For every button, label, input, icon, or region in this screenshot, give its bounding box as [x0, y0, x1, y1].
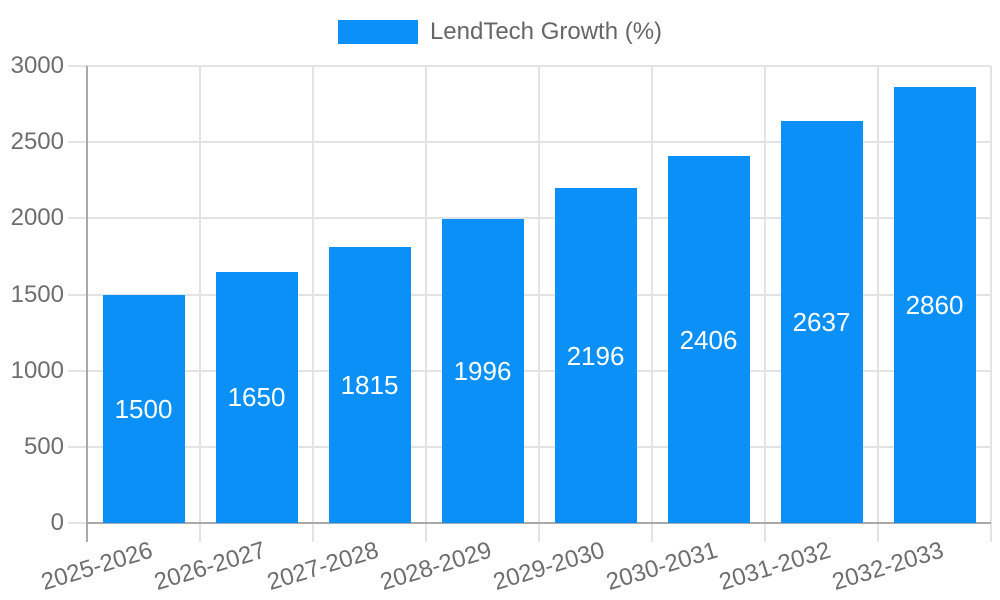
bar [328, 246, 411, 523]
v-gridline [764, 66, 766, 523]
x-tick [199, 523, 201, 542]
legend-label: LendTech Growth (%) [429, 18, 663, 45]
x-tick [990, 523, 992, 542]
y-tick [68, 141, 87, 144]
bar [893, 87, 976, 523]
legend-swatch-icon [337, 20, 418, 44]
y-tick-label: 3000 [10, 52, 64, 79]
bar-value-label: 2196 [566, 340, 625, 371]
x-axis-line [86, 522, 991, 524]
v-gridline [312, 66, 314, 523]
x-tick [538, 523, 540, 542]
v-gridline [651, 66, 653, 523]
x-tick [877, 523, 879, 542]
y-tick-label: 1000 [10, 356, 64, 384]
chart-legend[interactable]: LendTech Growth (%) [0, 18, 1000, 46]
bar-value-label: 1996 [453, 355, 512, 386]
bar [780, 121, 863, 523]
y-tick [68, 65, 87, 67]
y-tick [68, 522, 87, 524]
y-axis-line [86, 66, 88, 542]
x-tick [764, 523, 766, 542]
x-tick [651, 523, 653, 542]
bar [102, 294, 185, 523]
v-gridline [425, 66, 427, 523]
y-tick-label: 500 [23, 432, 64, 460]
y-tick [68, 445, 87, 448]
bar-value-label: 2637 [792, 307, 851, 338]
bar [554, 188, 637, 523]
bar [441, 218, 524, 523]
bar-value-label: 1650 [227, 382, 286, 413]
bar [667, 156, 750, 523]
y-tick [68, 217, 87, 220]
y-tick-label: 0 [50, 509, 64, 536]
v-gridline [990, 66, 992, 523]
y-tick [68, 369, 87, 372]
y-tick-label: 2500 [10, 128, 64, 156]
bar-value-label: 1500 [114, 393, 173, 424]
bar-value-label: 2406 [679, 324, 738, 355]
v-gridline [538, 66, 540, 523]
y-tick [68, 293, 87, 296]
x-tick [425, 523, 427, 542]
bar-value-label: 1815 [340, 369, 399, 400]
v-gridline [199, 66, 201, 523]
y-tick-label: 1500 [10, 280, 64, 308]
y-tick-label: 2000 [10, 204, 64, 232]
bar-value-label: 2860 [905, 290, 964, 321]
v-gridline [877, 66, 879, 523]
bar [215, 271, 298, 523]
x-tick [312, 523, 314, 542]
